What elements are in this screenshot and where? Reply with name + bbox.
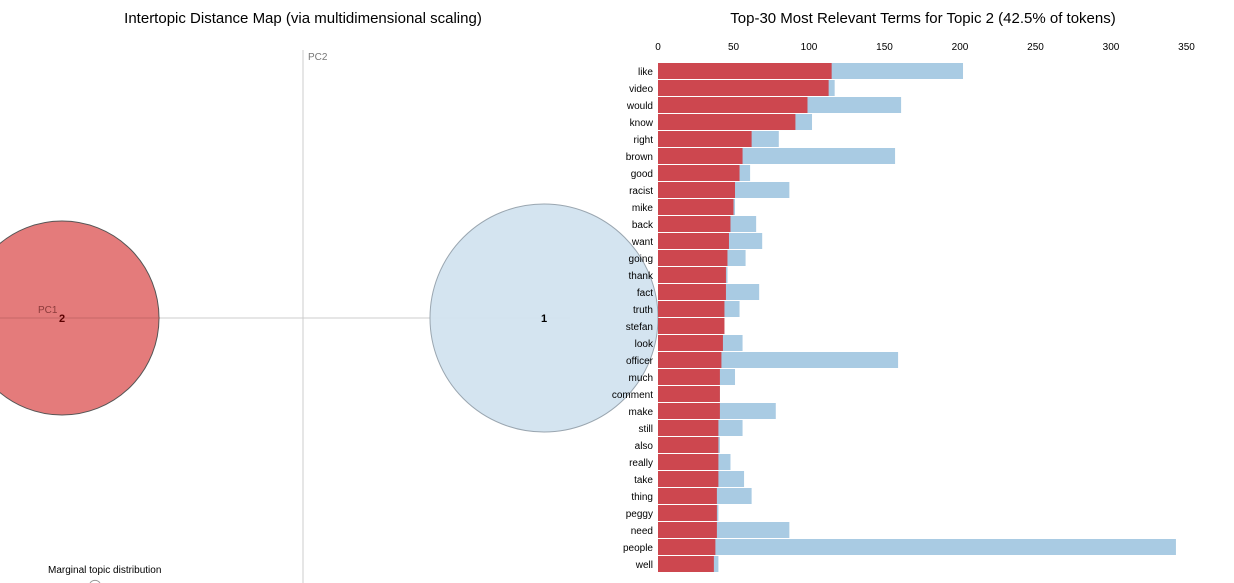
x-axis-ticks: 0 50 100 150 200 250 300 350	[655, 42, 1195, 53]
topic-term-frequency-bar[interactable]	[658, 403, 720, 419]
term-label[interactable]: want	[631, 237, 653, 248]
term-label[interactable]: racist	[629, 186, 653, 197]
term-label[interactable]: really	[629, 458, 653, 469]
term-label[interactable]: right	[634, 135, 654, 146]
topic-term-frequency-bar[interactable]	[658, 250, 728, 266]
bar-chart-title: Top-30 Most Relevant Terms for Topic 2 (…	[730, 10, 1115, 27]
term-label[interactable]: back	[632, 220, 654, 231]
topic-term-frequency-bar[interactable]	[658, 522, 717, 538]
intertopic-map: PC2 PC1 1 2 Marginal topic distribution	[0, 50, 659, 583]
topic-term-frequency-bar[interactable]	[658, 556, 714, 572]
term-label[interactable]: good	[631, 169, 653, 180]
term-label[interactable]: thing	[631, 492, 653, 503]
topic-term-frequency-bar[interactable]	[658, 267, 726, 283]
x-tick-label: 350	[1178, 42, 1195, 53]
term-label[interactable]: peggy	[626, 509, 653, 520]
topic-label-2: 2	[59, 313, 65, 325]
topic-term-frequency-bar[interactable]	[658, 454, 719, 470]
topic-term-frequency-bar[interactable]	[658, 216, 731, 232]
topic-label-1: 1	[541, 313, 547, 325]
topic-term-frequency-bar[interactable]	[658, 233, 729, 249]
topic-term-frequency-bar[interactable]	[658, 471, 719, 487]
term-label[interactable]: make	[629, 407, 654, 418]
topic-term-frequency-bar[interactable]	[658, 131, 752, 147]
term-label[interactable]: take	[634, 475, 653, 486]
term-label[interactable]: like	[638, 67, 653, 78]
term-label[interactable]: thank	[629, 271, 654, 282]
term-label[interactable]: fact	[637, 288, 653, 299]
term-label[interactable]: know	[630, 118, 654, 129]
x-tick-label: 50	[728, 42, 740, 53]
topic-term-frequency-bar[interactable]	[658, 505, 717, 521]
term-label[interactable]: mike	[632, 203, 654, 214]
marginal-distribution-label: Marginal topic distribution	[48, 565, 161, 576]
term-labels: like video would know right brown good racist mi…	[612, 67, 654, 571]
term-label[interactable]: would	[626, 101, 653, 112]
topic-term-frequency-bar[interactable]	[658, 114, 796, 130]
term-label[interactable]: also	[635, 441, 654, 452]
term-label[interactable]: still	[639, 424, 653, 435]
term-label[interactable]: stefan	[626, 322, 653, 333]
topic-term-frequency-bar[interactable]	[658, 386, 720, 402]
term-label[interactable]: people	[623, 543, 653, 554]
term-label[interactable]: video	[629, 84, 653, 95]
x-tick-label: 200	[952, 42, 969, 53]
term-label[interactable]: well	[635, 560, 653, 571]
x-tick-label: 100	[801, 42, 818, 53]
topic-term-frequency-bar[interactable]	[658, 165, 740, 181]
term-label[interactable]: brown	[626, 152, 653, 163]
term-label[interactable]: comment	[612, 390, 653, 401]
x-tick-label: 150	[876, 42, 893, 53]
overall-term-frequency-bar[interactable]	[658, 539, 1176, 555]
x-tick-label: 250	[1027, 42, 1044, 53]
topic-term-frequency-bar[interactable]	[658, 148, 743, 164]
term-label[interactable]: much	[629, 373, 653, 384]
topic-term-frequency-bar[interactable]	[658, 182, 736, 198]
term-label[interactable]: look	[635, 339, 654, 350]
pc1-axis-label: PC1	[38, 305, 58, 316]
topic-term-frequency-bar[interactable]	[658, 97, 808, 113]
term-label[interactable]: officer	[626, 356, 654, 367]
pc2-axis-label: PC2	[308, 52, 328, 63]
x-tick-label: 300	[1103, 42, 1120, 53]
intertopic-map-title: Intertopic Distance Map (via multidimens…	[124, 10, 482, 27]
topic-term-frequency-bar[interactable]	[658, 437, 719, 453]
topic-term-frequency-bar[interactable]	[658, 539, 716, 555]
topic-term-frequency-bar[interactable]	[658, 335, 723, 351]
topic-term-frequency-bar[interactable]	[658, 318, 725, 334]
topic-term-frequency-bar[interactable]	[658, 420, 719, 436]
x-tick-label: 0	[655, 42, 661, 53]
topic-term-frequency-bar[interactable]	[658, 80, 829, 96]
topic-term-frequency-bar[interactable]	[658, 199, 734, 215]
topic-term-frequency-bar[interactable]	[658, 352, 722, 368]
topic-term-frequency-bar[interactable]	[658, 369, 720, 385]
topic-term-frequency-bar[interactable]	[658, 284, 726, 300]
topic-term-frequency-bar[interactable]	[658, 488, 717, 504]
bar-chart	[658, 63, 1176, 572]
topic-term-frequency-bar[interactable]	[658, 63, 832, 79]
term-label[interactable]: need	[631, 526, 653, 537]
term-label[interactable]: going	[629, 254, 653, 265]
topic-term-frequency-bar[interactable]	[658, 301, 725, 317]
term-label[interactable]: truth	[633, 305, 653, 316]
